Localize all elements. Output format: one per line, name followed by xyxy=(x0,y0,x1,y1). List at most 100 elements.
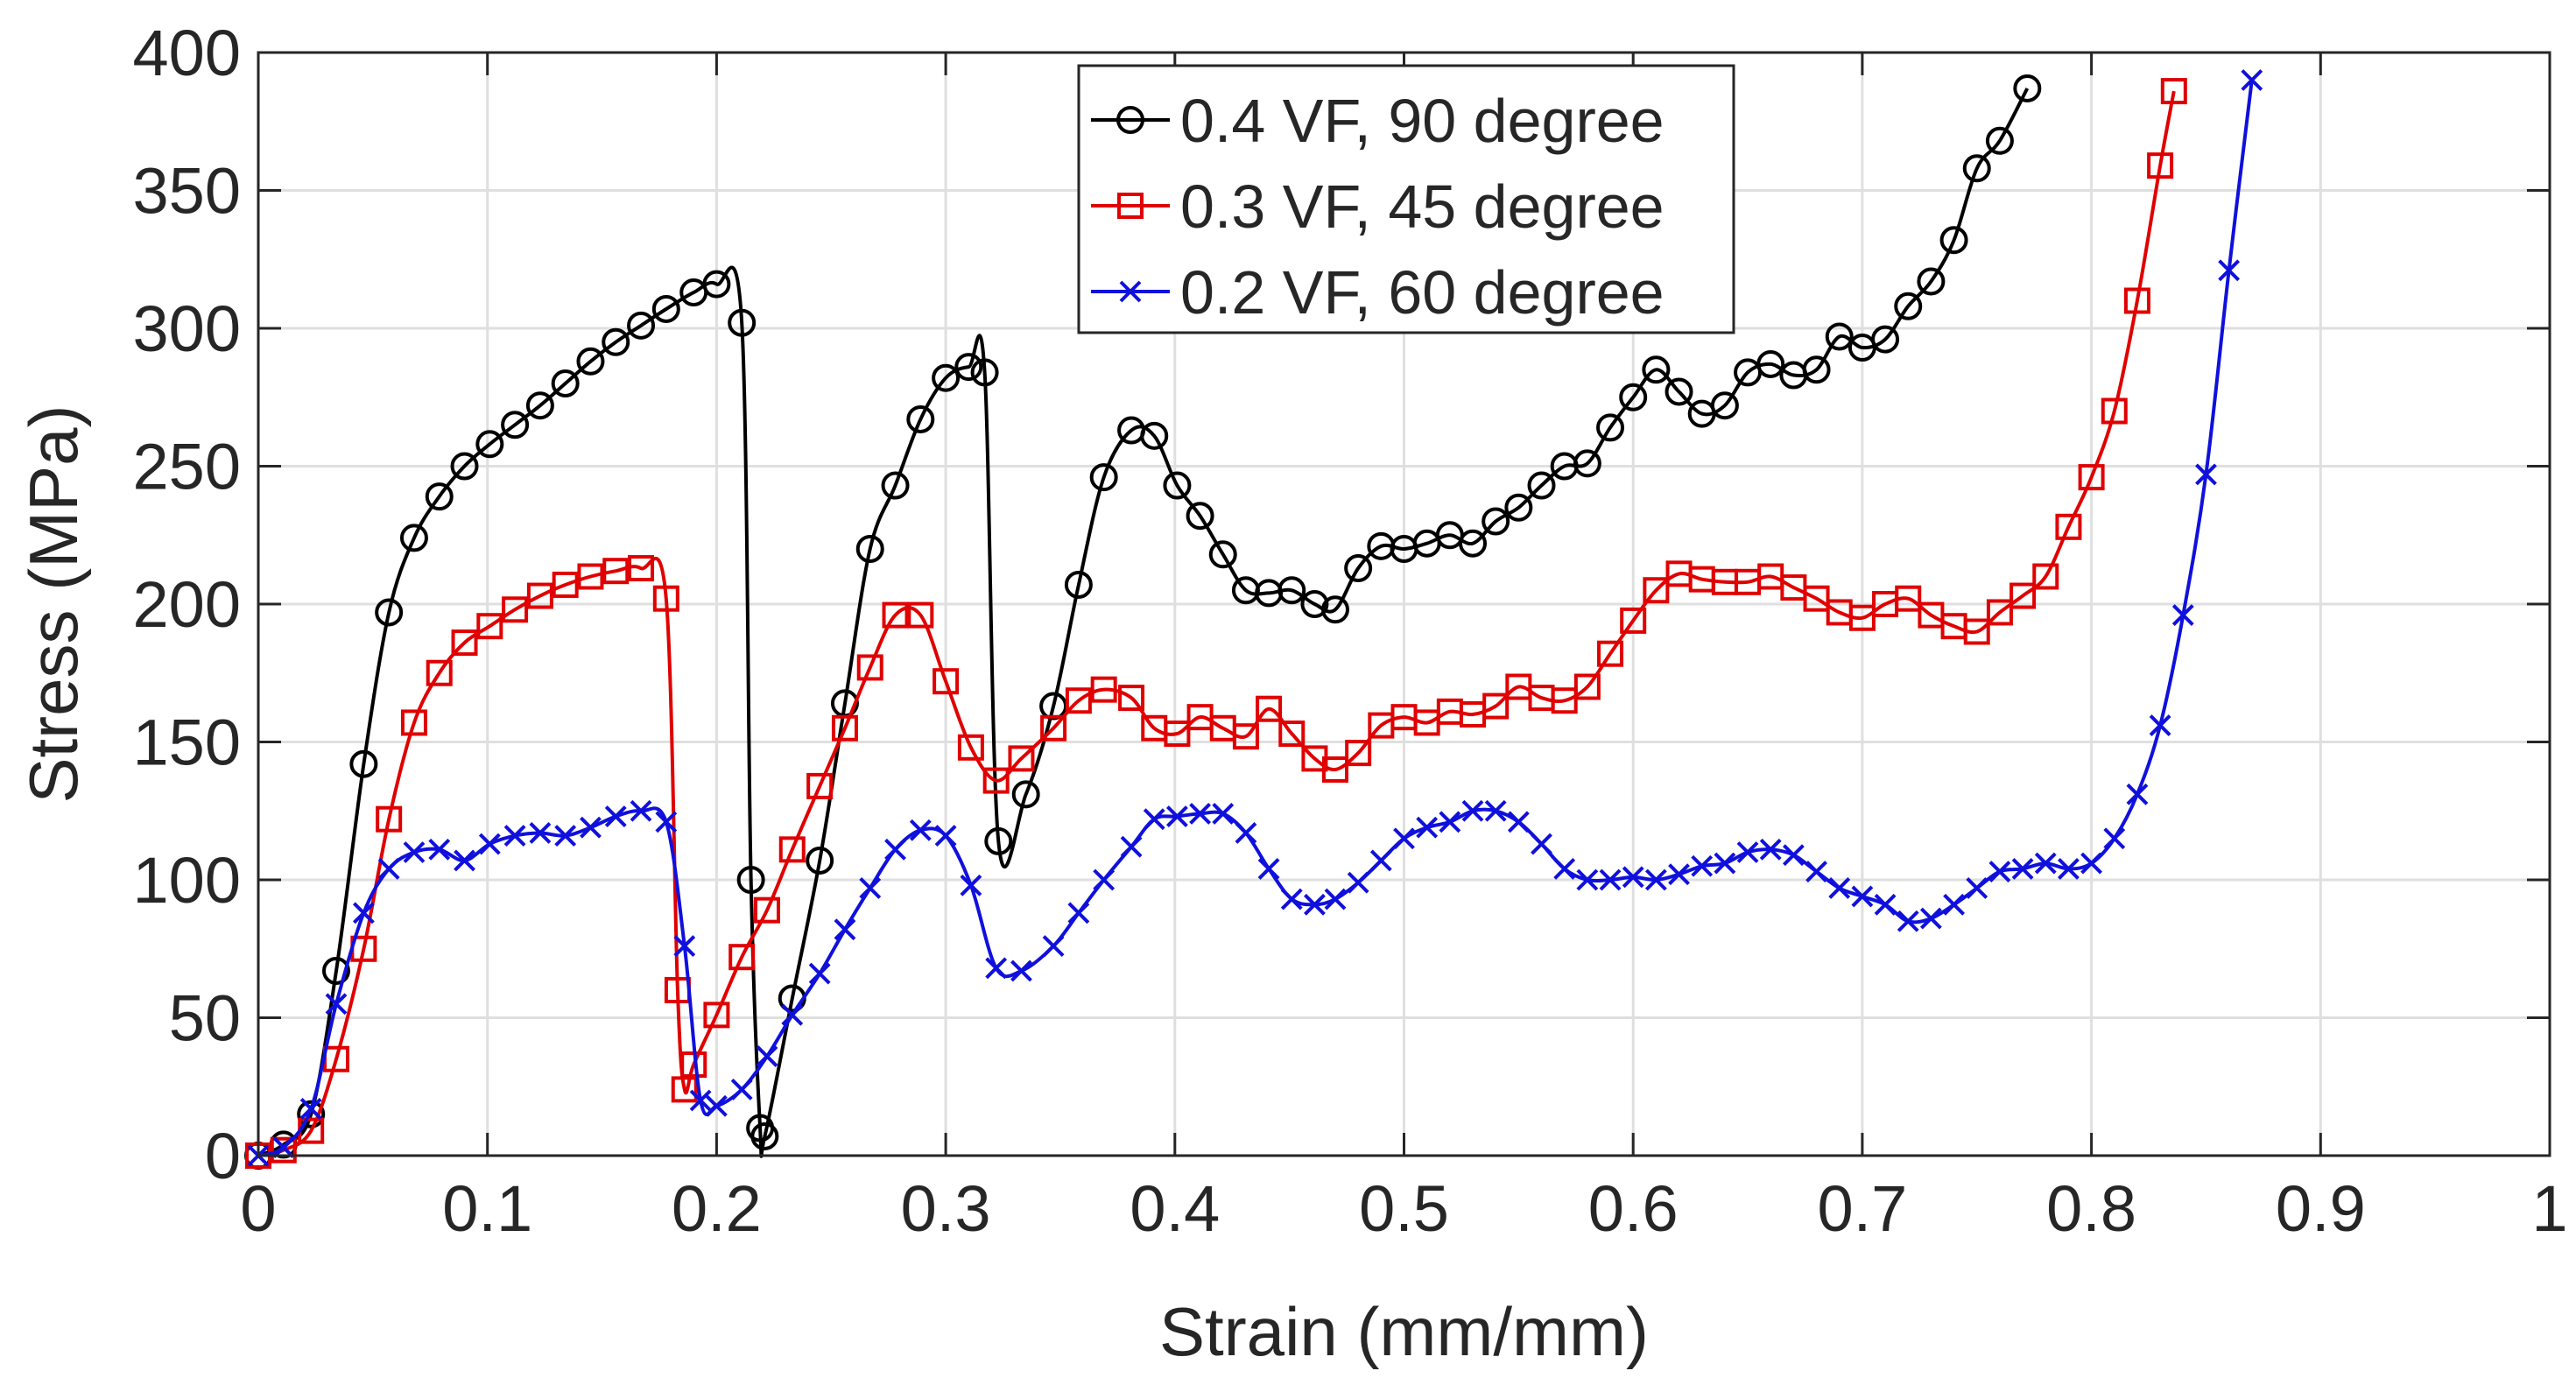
legend-entry: 0.2 VF, 60 degree xyxy=(1091,258,1665,327)
data-point xyxy=(2032,563,2059,590)
y-tick-label: 0 xyxy=(205,1120,241,1192)
y-tick-label: 400 xyxy=(133,17,241,89)
data-point xyxy=(1093,868,1116,891)
data-point xyxy=(1962,154,1991,183)
data-point xyxy=(1894,292,1923,320)
data-point xyxy=(2058,857,2080,880)
data-point xyxy=(1897,910,1919,932)
data-point xyxy=(1714,852,1736,875)
data-point xyxy=(982,767,1010,794)
x-tick-label: 0.8 xyxy=(2046,1172,2136,1245)
data-point xyxy=(2009,582,2037,609)
y-tick-label: 350 xyxy=(133,155,241,228)
data-point xyxy=(960,874,982,896)
data-point xyxy=(1828,877,1851,899)
x-tick-label: 0.9 xyxy=(2276,1172,2366,1245)
data-point xyxy=(399,524,428,552)
data-point xyxy=(1895,585,1922,612)
data-point xyxy=(2103,827,2126,850)
data-point xyxy=(2171,604,2194,627)
data-point xyxy=(270,1136,297,1163)
data-point xyxy=(954,353,983,382)
data-point xyxy=(736,866,765,894)
data-point xyxy=(1736,841,1759,863)
data-point xyxy=(806,846,834,875)
data-point xyxy=(475,430,504,459)
data-point xyxy=(1782,844,1805,867)
data-point xyxy=(855,535,884,563)
data-point xyxy=(2126,783,2149,805)
data-point xyxy=(750,1121,779,1150)
legend-marker xyxy=(1119,280,1142,303)
data-point xyxy=(1825,322,1854,351)
data-point xyxy=(1599,868,1622,891)
data-point xyxy=(1090,676,1117,703)
legend-marker xyxy=(1116,106,1144,134)
data-point xyxy=(1065,687,1092,714)
data-point xyxy=(1668,863,1690,886)
y-tick-label: 150 xyxy=(133,707,241,779)
data-point xyxy=(299,1098,322,1120)
data-point xyxy=(1256,695,1283,722)
data-point xyxy=(1459,529,1488,558)
data-point xyxy=(1507,811,1530,833)
data-point xyxy=(671,1076,698,1103)
data-point xyxy=(602,558,630,585)
data-point xyxy=(1324,888,1347,910)
legend-label: 0.4 VF, 90 degree xyxy=(1180,87,1665,155)
data-point xyxy=(297,1100,326,1128)
data-point xyxy=(1164,721,1191,748)
data-point xyxy=(1300,590,1329,618)
data-point xyxy=(1986,599,2013,626)
data-point xyxy=(1848,604,1876,631)
data-point xyxy=(984,826,1013,855)
data-point xyxy=(602,327,630,356)
series-line xyxy=(257,90,2176,1157)
data-point xyxy=(1166,805,1188,827)
data-point xyxy=(1140,421,1169,450)
data-point xyxy=(552,571,579,598)
data-point xyxy=(1919,907,1942,930)
y-tick-label: 250 xyxy=(133,431,241,503)
data-point xyxy=(831,714,858,742)
data-point xyxy=(673,935,696,958)
data-point xyxy=(501,411,530,439)
data-point xyxy=(525,391,554,420)
data-point xyxy=(1966,877,1988,899)
data-point xyxy=(1011,780,1040,809)
data-point xyxy=(2147,152,2174,179)
data-point xyxy=(576,347,605,376)
data-point xyxy=(2149,714,2171,737)
x-tick-label: 0.6 xyxy=(1588,1172,1679,1245)
data-point xyxy=(655,811,678,833)
series-layer xyxy=(244,69,2263,1170)
data-point xyxy=(1504,493,1533,522)
data-point xyxy=(502,596,529,623)
data-point xyxy=(2080,852,2103,875)
data-point xyxy=(627,311,656,340)
data-point xyxy=(728,308,757,337)
data-point xyxy=(1067,902,1090,924)
legend-label: 0.2 VF, 60 degree xyxy=(1180,258,1665,327)
data-point xyxy=(1573,449,1601,478)
data-point xyxy=(651,294,680,323)
data-point xyxy=(1484,799,1507,822)
data-point xyxy=(1344,554,1373,583)
y-tick-label: 200 xyxy=(133,568,241,641)
data-point xyxy=(2034,852,2057,875)
data-point xyxy=(428,838,451,861)
x-tick-label: 0.7 xyxy=(1817,1172,1907,1245)
data-point xyxy=(806,772,834,799)
data-point xyxy=(377,857,400,880)
data-point xyxy=(1620,607,1647,634)
x-tick-label: 0.4 xyxy=(1130,1172,1220,1245)
data-point xyxy=(778,836,806,863)
y-tick-label: 50 xyxy=(169,982,241,1055)
y-tick-label: 100 xyxy=(133,844,241,917)
data-point xyxy=(808,962,831,985)
data-point xyxy=(478,833,501,855)
data-point xyxy=(1008,745,1035,772)
data-point xyxy=(426,659,453,686)
data-point xyxy=(1369,849,1392,872)
